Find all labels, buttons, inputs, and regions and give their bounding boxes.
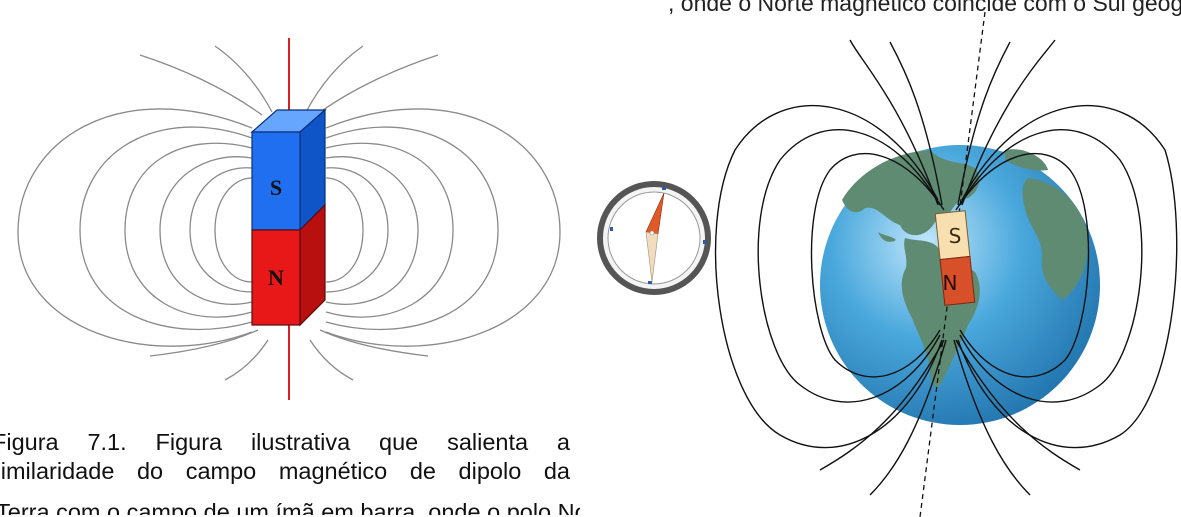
bar-magnet bbox=[250, 108, 327, 327]
field-lines-left bbox=[17, 45, 273, 381]
earth-magnet-south-label: S bbox=[949, 224, 962, 248]
south-pole-face bbox=[251, 131, 301, 231]
cut-off-header-text: , onde o Norte magnético coincide com o … bbox=[0, 0, 1181, 20]
north-pole-face bbox=[251, 229, 301, 326]
caption-line-3-wrap: Terra com o campo de um ímã em barra, on… bbox=[0, 486, 580, 515]
compass bbox=[597, 181, 711, 295]
header-text: , onde o Norte magnético coincide com o … bbox=[668, 0, 1181, 16]
figure-caption: Figura 7.1. Figura ilustrativa que salie… bbox=[0, 428, 580, 517]
caption-line-1: Figura 7.1. Figura ilustrativa que salie… bbox=[0, 429, 570, 455]
bar-magnet-north-label: N bbox=[268, 265, 284, 290]
bar-magnet-figure: S N bbox=[17, 38, 561, 400]
earth-field-lines bbox=[714, 39, 1178, 496]
earth-magnet-north-label: N bbox=[943, 271, 958, 295]
earth-figure: S N bbox=[714, 11, 1178, 517]
earth-magnet bbox=[934, 210, 976, 306]
field-lines-right bbox=[305, 45, 561, 381]
caption-line-2: similaridade do campo magnético de dipol… bbox=[0, 458, 570, 484]
bar-magnet-south-label: S bbox=[270, 175, 282, 200]
caption-line-3: Terra com o campo de um ímã em barra, on… bbox=[0, 499, 580, 515]
